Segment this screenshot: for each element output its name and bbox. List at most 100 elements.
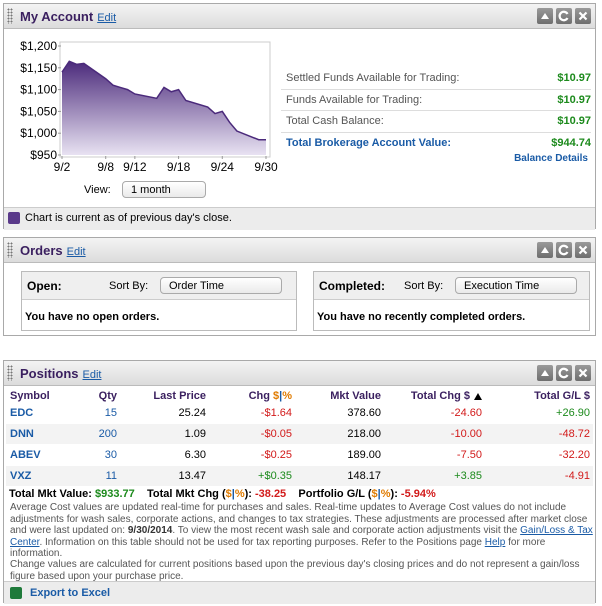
cell: 13.47 [178, 470, 206, 482]
cell: 200 [98, 428, 117, 440]
icon [558, 244, 569, 256]
cell: -$0.25 [260, 449, 292, 461]
tax-center-link[interactable]: Gain/Loss & Tax Center [10, 525, 593, 548]
edit-link[interactable]: Edit [82, 369, 102, 381]
panel-title: My Account [20, 9, 94, 24]
message: You have no open orders. [25, 311, 160, 323]
button-icon [558, 244, 569, 256]
area [62, 61, 266, 155]
balances: Settled Funds Available for Trading: $10.… [281, 68, 591, 153]
note-text: for more information. [10, 536, 546, 560]
button-icon [541, 13, 549, 19]
panel-title: Positions [20, 366, 79, 381]
symbol-link[interactable]: VXZ [10, 470, 32, 482]
export-link[interactable]: Export to Excel [30, 587, 111, 599]
balance-details-link[interactable]: Balance Details [514, 153, 588, 164]
cell: -32.20 [558, 449, 590, 461]
grip[interactable] [7, 365, 13, 381]
close-button[interactable] [575, 8, 591, 24]
sep: | [231, 488, 235, 500]
cell: -48.72 [558, 428, 590, 440]
total-label: ): [244, 488, 252, 500]
total-value: $933.77 [94, 488, 135, 500]
edit-link[interactable]: Edit [66, 246, 86, 258]
button-icon [541, 247, 549, 253]
header-unit: | [279, 390, 283, 402]
icon [541, 13, 549, 19]
x-tick-label: 9/8 [97, 160, 114, 174]
x-tick-label: 9/2 [54, 160, 71, 174]
balance-label: Total Cash Balance: [286, 115, 384, 127]
x-tick-label: 9/30 [254, 160, 278, 174]
cell: 189.00 [347, 449, 381, 461]
balance-value: $10.97 [557, 115, 591, 127]
help-link[interactable]: Help [484, 536, 506, 548]
column-header: Qty [98, 390, 117, 402]
header-unit: % [282, 390, 292, 402]
cell: 378.60 [347, 407, 381, 419]
unit[interactable]: $ [371, 488, 378, 500]
unit[interactable]: % [380, 488, 391, 500]
y-tick-label: $1,000 [20, 126, 57, 140]
icon [541, 247, 549, 253]
balance-row: Total Cash Balance: $10.97 [281, 111, 591, 133]
icon [558, 10, 569, 22]
symbol-link[interactable]: EDC [10, 407, 34, 419]
total-value: -5.94% [400, 488, 436, 500]
note-text: . To view the most recent wash sale and … [172, 525, 521, 537]
icon [578, 368, 588, 378]
excel-icon [10, 587, 22, 599]
grip[interactable] [7, 242, 13, 258]
totals: Total Mkt Value: $933.77 Total Mkt Chg (… [9, 488, 436, 500]
panel-header: Orders Edit [4, 238, 595, 263]
y-tick-label: $1,150 [20, 61, 57, 75]
close-button[interactable] [575, 242, 591, 258]
icon [578, 11, 588, 21]
sort-select[interactable]: Order Time [160, 277, 282, 294]
footer-bar: Export to Excel [4, 581, 595, 604]
button-icon [558, 10, 569, 22]
sort-select[interactable]: Execution Time [455, 277, 577, 294]
grip[interactable] [7, 8, 13, 24]
close-button[interactable] [575, 365, 591, 381]
view-select[interactable]: 1 month [122, 181, 206, 198]
button-icon [578, 368, 588, 378]
collapse-button[interactable] [537, 8, 553, 24]
y-tick-label: $1,100 [20, 83, 57, 97]
row-stripe [6, 466, 593, 486]
view-label: View: [84, 184, 111, 196]
total-value: -38.25 [254, 488, 287, 500]
icon [558, 367, 569, 379]
symbol-link[interactable]: ABEV [10, 449, 41, 461]
symbol-link[interactable]: DNN [10, 428, 34, 440]
collapse-button[interactable] [537, 242, 553, 258]
collapse-button[interactable] [537, 365, 553, 381]
sort-option: Execution Time [464, 280, 540, 292]
box-header: Open: Sort By: Order Time [22, 272, 296, 300]
completed-orders: Completed: Sort By: Execution Time You h… [313, 271, 590, 331]
unit[interactable]: % [234, 488, 245, 500]
panel-header: Positions Edit [4, 361, 595, 386]
cell: -$1.64 [260, 407, 292, 419]
cell: 1.09 [184, 428, 206, 440]
account-panel: My Account Edit $950 $1,000 $1,050 $1,100 $1,… [3, 3, 596, 230]
cell: 15 [104, 407, 117, 419]
refresh-button[interactable] [556, 242, 572, 258]
cell: -10.00 [450, 428, 482, 440]
note: Average Cost values are updated real-tim… [10, 502, 594, 560]
edit-link[interactable]: Edit [97, 12, 117, 24]
unit[interactable]: $ [225, 488, 232, 500]
cell: +$0.35 [258, 470, 292, 482]
cell: -24.60 [450, 407, 482, 419]
footnote: Chart is current as of previous day's cl… [25, 212, 232, 224]
cell: 25.24 [178, 407, 206, 419]
button-icon [578, 245, 588, 255]
button-icon [558, 367, 569, 379]
note-text: Change values are calculated for current… [10, 559, 580, 582]
balance-row: Total Brokerage Account Value: $944.74 [281, 133, 591, 154]
refresh-button[interactable] [556, 365, 572, 381]
refresh-button[interactable] [556, 8, 572, 24]
y-tick-label: $950 [30, 148, 57, 162]
total-label: Portfolio G/L ( [298, 488, 372, 500]
